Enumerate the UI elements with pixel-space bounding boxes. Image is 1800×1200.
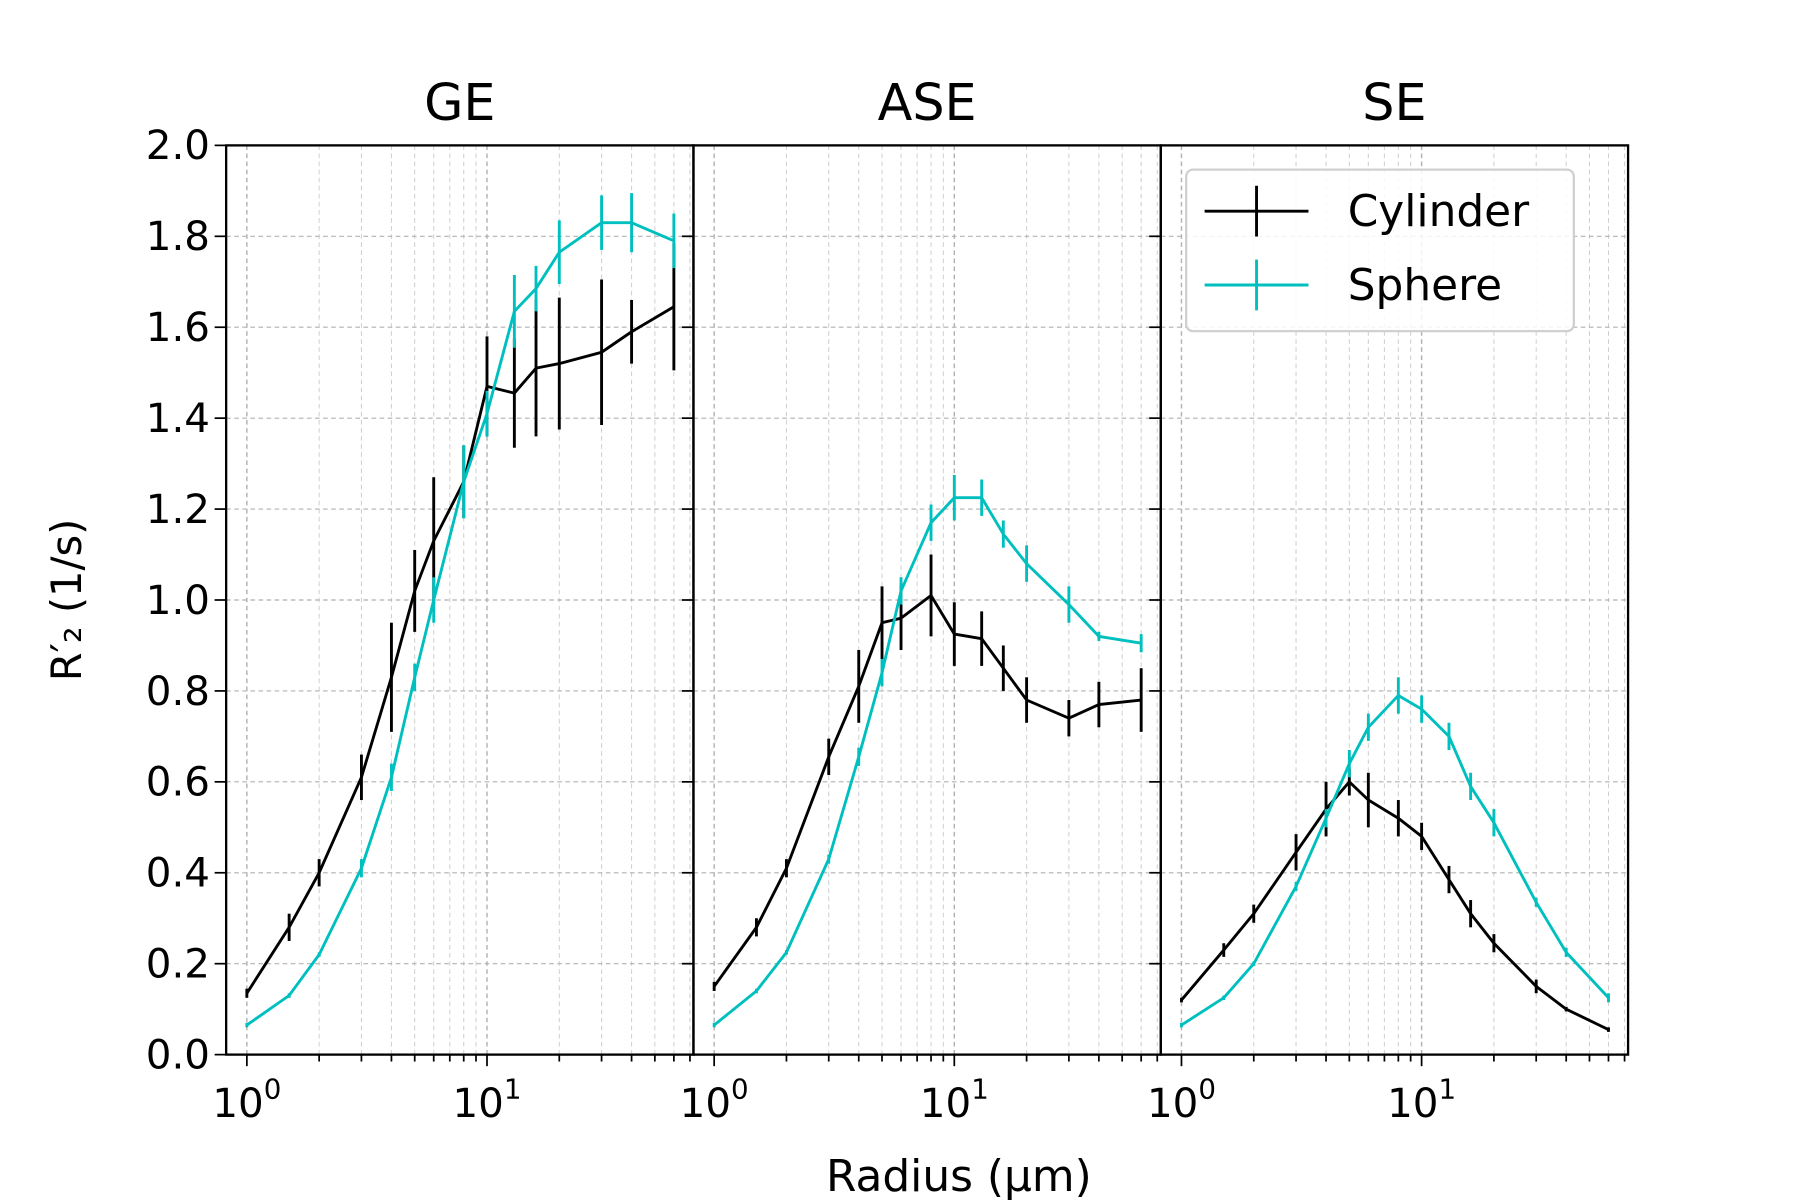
x-tick-label: 100 [680, 1072, 749, 1126]
x-tick-label: 100 [212, 1072, 281, 1126]
legend-label: Sphere [1348, 260, 1502, 311]
y-tick-label: 1.8 [146, 213, 210, 260]
series-line-sphere [713, 496, 1142, 1027]
y-tick-label: 0.0 [146, 1031, 210, 1078]
x-tick-label: 101 [920, 1072, 989, 1126]
panel-title: SE [1362, 73, 1426, 132]
y-tick-label: 2.0 [146, 122, 210, 169]
legend-label: Cylinder [1348, 186, 1530, 237]
y-tick-label: 0.2 [146, 941, 210, 988]
legend: Cylinder Sphere [1184, 168, 1575, 333]
y-tick-label: 1.2 [146, 486, 210, 533]
x-axis-label: Radius (μm) [826, 1151, 1092, 1200]
y-tick-label: 1.6 [146, 304, 210, 351]
marks [245, 193, 1610, 1032]
x-tick-label: 101 [1387, 1072, 1456, 1126]
series-line-sphere [1180, 693, 1610, 1027]
axes: 0.0 0.2 0.4 0.6 0.8 1.0 1.2 1.4 1.6 1.8 2.0 100 101 G… [146, 73, 1630, 1127]
y-tick-label: 0.4 [146, 850, 210, 897]
panel-title: GE [424, 73, 495, 132]
y-tick-label: 1.0 [146, 577, 210, 624]
x-tick-label: 100 [1147, 1072, 1216, 1126]
panel-title: ASE [878, 73, 977, 132]
series-line-cylinder [712, 593, 1142, 988]
x-tick-label: 101 [452, 1072, 521, 1126]
y-tick-label: 0.6 [146, 759, 210, 806]
series-line-cylinder [1180, 779, 1610, 1031]
y-tick-label: 0.8 [146, 668, 210, 715]
y-tick-label: 1.4 [146, 395, 210, 442]
series-line-sphere [246, 221, 675, 1027]
y-axis-label: R′₂ (1/s) [42, 519, 91, 682]
panel-frame [1159, 144, 1630, 1056]
series-line-cylinder [245, 305, 675, 995]
